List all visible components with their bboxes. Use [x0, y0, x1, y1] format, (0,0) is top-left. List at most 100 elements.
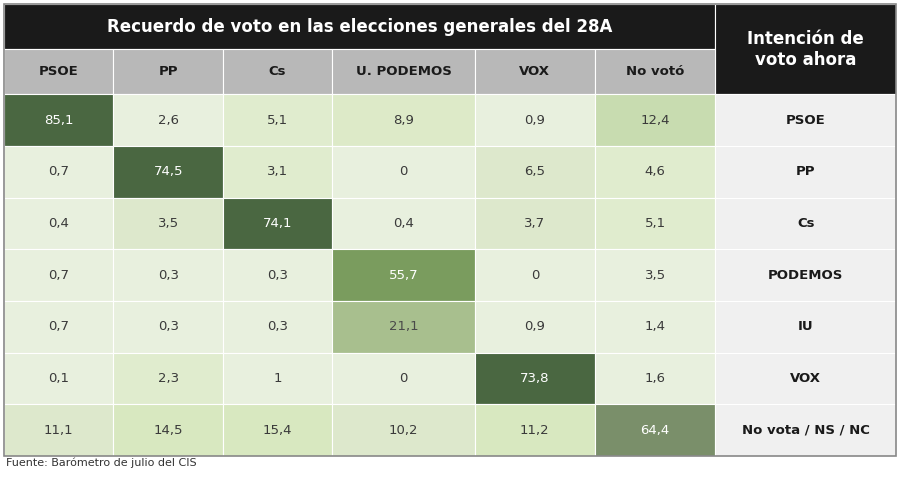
Text: PSOE: PSOE — [786, 114, 825, 127]
Bar — [223, 94, 332, 146]
Text: 0,7: 0,7 — [49, 320, 69, 333]
Text: PP: PP — [158, 65, 178, 78]
Bar — [223, 146, 332, 198]
Bar — [4, 146, 113, 198]
Bar — [595, 404, 716, 456]
Bar — [332, 404, 474, 456]
Text: 6,5: 6,5 — [525, 165, 545, 178]
Text: 74,5: 74,5 — [153, 165, 183, 178]
Bar — [332, 198, 474, 250]
Text: 5,1: 5,1 — [644, 217, 666, 230]
Bar — [716, 353, 896, 404]
Bar — [113, 146, 223, 198]
Bar — [113, 49, 223, 94]
Text: IU: IU — [798, 320, 814, 333]
Bar — [113, 353, 223, 404]
Text: PODEMOS: PODEMOS — [768, 269, 843, 282]
Text: 0,3: 0,3 — [158, 269, 179, 282]
Bar — [595, 49, 716, 94]
Bar — [595, 198, 716, 250]
Bar — [4, 301, 113, 353]
Bar — [716, 198, 896, 250]
Bar — [113, 404, 223, 456]
Text: No votó: No votó — [626, 65, 684, 78]
Bar — [474, 301, 595, 353]
Bar — [474, 49, 595, 94]
Bar — [4, 198, 113, 250]
Text: Fuente: Barómetro de julio del CIS: Fuente: Barómetro de julio del CIS — [6, 458, 196, 468]
Bar — [332, 49, 474, 94]
Text: 14,5: 14,5 — [153, 424, 183, 437]
Text: 0,9: 0,9 — [525, 320, 545, 333]
Text: VOX: VOX — [790, 372, 821, 385]
Text: 0,4: 0,4 — [393, 217, 414, 230]
Bar — [716, 250, 896, 301]
Bar — [474, 94, 595, 146]
Text: 0: 0 — [400, 372, 408, 385]
Bar — [113, 94, 223, 146]
Text: 11,1: 11,1 — [44, 424, 74, 437]
Bar — [474, 146, 595, 198]
Text: 5,1: 5,1 — [267, 114, 288, 127]
Text: 1,4: 1,4 — [644, 320, 666, 333]
Bar — [595, 301, 716, 353]
Text: Recuerdo de voto en las elecciones generales del 28A: Recuerdo de voto en las elecciones gener… — [107, 18, 612, 35]
Bar — [332, 301, 474, 353]
Bar — [223, 49, 332, 94]
Text: 2,3: 2,3 — [158, 372, 179, 385]
Text: 0,3: 0,3 — [267, 269, 288, 282]
Bar — [716, 4, 896, 94]
Text: 73,8: 73,8 — [520, 372, 550, 385]
Bar — [4, 49, 113, 94]
Text: 3,5: 3,5 — [158, 217, 179, 230]
Bar — [474, 353, 595, 404]
Bar — [332, 146, 474, 198]
Bar — [223, 250, 332, 301]
Text: 3,1: 3,1 — [267, 165, 288, 178]
Text: 1,6: 1,6 — [644, 372, 666, 385]
Bar — [332, 353, 474, 404]
Bar — [223, 198, 332, 250]
Text: U. PODEMOS: U. PODEMOS — [356, 65, 452, 78]
Bar — [474, 198, 595, 250]
Bar — [4, 404, 113, 456]
Text: 15,4: 15,4 — [263, 424, 293, 437]
Text: 85,1: 85,1 — [44, 114, 74, 127]
Text: 12,4: 12,4 — [641, 114, 670, 127]
Text: 1: 1 — [274, 372, 282, 385]
Bar — [113, 250, 223, 301]
Bar — [716, 404, 896, 456]
Text: 0: 0 — [531, 269, 539, 282]
Text: 0,9: 0,9 — [525, 114, 545, 127]
Text: 21,1: 21,1 — [389, 320, 419, 333]
Text: Intención de
voto ahora: Intención de voto ahora — [747, 30, 864, 69]
Text: 64,4: 64,4 — [641, 424, 670, 437]
Text: Cs: Cs — [269, 65, 286, 78]
Bar — [595, 353, 716, 404]
Bar — [595, 146, 716, 198]
Text: 0: 0 — [400, 165, 408, 178]
Bar — [716, 94, 896, 146]
Text: No vota / NS / NC: No vota / NS / NC — [742, 424, 869, 437]
Text: 3,7: 3,7 — [525, 217, 545, 230]
Bar — [595, 94, 716, 146]
Text: 0,7: 0,7 — [49, 269, 69, 282]
Text: 74,1: 74,1 — [263, 217, 293, 230]
Text: 2,6: 2,6 — [158, 114, 179, 127]
Text: 4,6: 4,6 — [644, 165, 666, 178]
Text: PSOE: PSOE — [39, 65, 78, 78]
Bar — [223, 301, 332, 353]
Bar — [332, 250, 474, 301]
Bar — [4, 250, 113, 301]
Bar — [113, 301, 223, 353]
Bar — [474, 250, 595, 301]
Bar — [4, 94, 113, 146]
Text: 0,3: 0,3 — [267, 320, 288, 333]
Bar — [474, 404, 595, 456]
Text: 0,4: 0,4 — [49, 217, 69, 230]
Text: 0,3: 0,3 — [158, 320, 179, 333]
Bar — [332, 94, 474, 146]
Text: PP: PP — [796, 165, 815, 178]
Text: 0,1: 0,1 — [49, 372, 69, 385]
Text: 10,2: 10,2 — [389, 424, 419, 437]
